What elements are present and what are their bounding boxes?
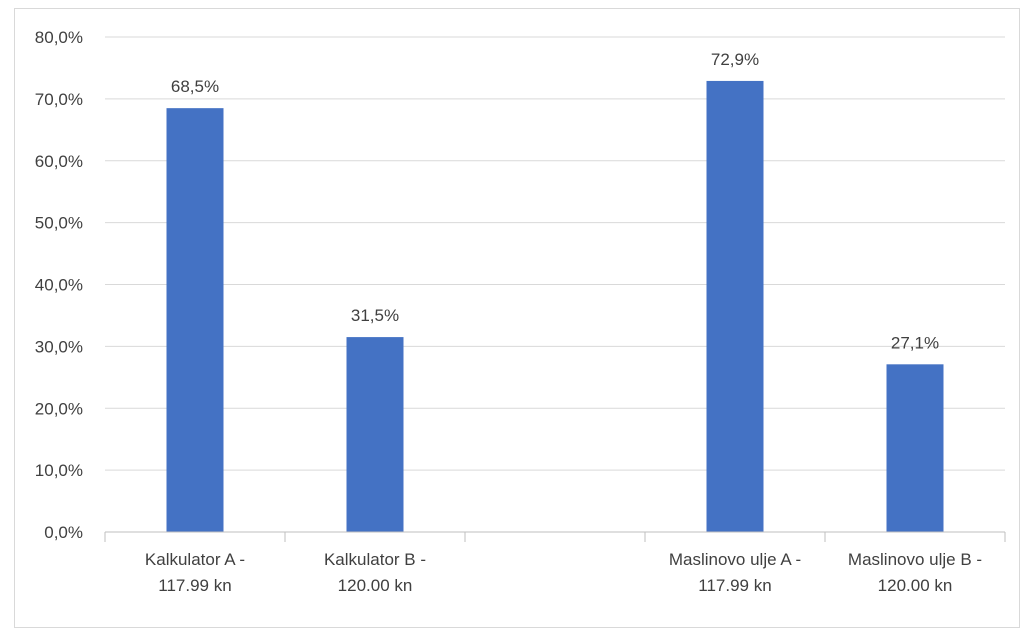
- x-axis: [104, 531, 1006, 542]
- bar: [166, 108, 224, 532]
- category-label: 117.99 kn: [158, 576, 231, 595]
- y-axis-tick-labels: 0,0% 10,0% 20,0% 30,0% 40,0% 50,0% 60,0% 70,0% 8…: [35, 28, 83, 542]
- category-label: Kalkulator A -: [145, 550, 245, 569]
- bar: [346, 337, 404, 532]
- y-tick-label: 0,0%: [44, 523, 83, 542]
- category-label: 117.99 kn: [698, 576, 771, 595]
- x-axis-category-labels: Kalkulator A - 117.99 kn Kalkulator B - 120…: [145, 550, 982, 595]
- category-label: 120.00 kn: [878, 576, 953, 595]
- y-tick-label: 60,0%: [35, 152, 83, 171]
- bar: [706, 80, 764, 533]
- y-tick-label: 20,0%: [35, 399, 83, 418]
- category-label: Maslinovo ulje A -: [669, 550, 801, 569]
- y-tick-label: 50,0%: [35, 214, 83, 233]
- y-tick-label: 10,0%: [35, 461, 83, 480]
- data-labels: 68,5% 31,5% 72,9% 27,1%: [171, 50, 939, 352]
- data-label: 27,1%: [891, 333, 939, 352]
- y-tick-label: 30,0%: [35, 337, 83, 356]
- category-label: 120.00 kn: [338, 576, 413, 595]
- bar: [886, 364, 944, 532]
- bars: [166, 80, 944, 533]
- category-label: Maslinovo ulje B -: [848, 550, 982, 569]
- data-label: 72,9%: [711, 50, 759, 69]
- data-label: 68,5%: [171, 77, 219, 96]
- y-tick-label: 80,0%: [35, 28, 83, 47]
- y-tick-label: 70,0%: [35, 90, 83, 109]
- data-label: 31,5%: [351, 306, 399, 325]
- y-tick-label: 40,0%: [35, 276, 83, 295]
- gridlines: [105, 36, 1005, 471]
- category-label: Kalkulator B -: [324, 550, 426, 569]
